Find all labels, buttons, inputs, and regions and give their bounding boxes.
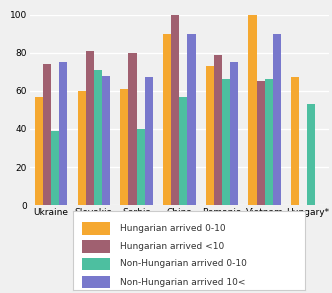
FancyBboxPatch shape bbox=[82, 276, 110, 289]
Bar bbox=[163, 34, 171, 205]
Bar bbox=[136, 129, 145, 205]
Bar bbox=[273, 34, 281, 205]
Bar bbox=[128, 53, 136, 205]
Bar bbox=[51, 131, 59, 205]
Bar bbox=[59, 62, 67, 205]
FancyBboxPatch shape bbox=[82, 240, 110, 253]
Text: Non-Hungarian arrived 0-10: Non-Hungarian arrived 0-10 bbox=[120, 260, 246, 268]
Bar bbox=[145, 78, 153, 205]
Bar bbox=[179, 97, 187, 205]
Bar bbox=[35, 97, 43, 205]
Bar bbox=[171, 15, 179, 205]
Bar bbox=[206, 66, 214, 205]
FancyBboxPatch shape bbox=[82, 258, 110, 270]
Text: Hungarian arrived 0-10: Hungarian arrived 0-10 bbox=[120, 224, 225, 233]
Bar bbox=[248, 15, 257, 205]
Bar bbox=[121, 89, 128, 205]
FancyBboxPatch shape bbox=[82, 222, 110, 235]
Bar bbox=[291, 78, 299, 205]
Bar bbox=[257, 81, 265, 205]
Bar bbox=[265, 79, 273, 205]
Bar bbox=[230, 62, 238, 205]
Bar bbox=[86, 51, 94, 205]
Bar bbox=[307, 104, 315, 205]
Bar bbox=[94, 70, 102, 205]
Text: Non-Hungarian arrived 10<: Non-Hungarian arrived 10< bbox=[120, 278, 245, 287]
Bar bbox=[222, 79, 230, 205]
Text: Hungarian arrived <10: Hungarian arrived <10 bbox=[120, 242, 224, 251]
Bar bbox=[214, 54, 222, 205]
Bar bbox=[187, 34, 196, 205]
Bar bbox=[43, 64, 51, 205]
Bar bbox=[78, 91, 86, 205]
Bar bbox=[102, 76, 110, 205]
